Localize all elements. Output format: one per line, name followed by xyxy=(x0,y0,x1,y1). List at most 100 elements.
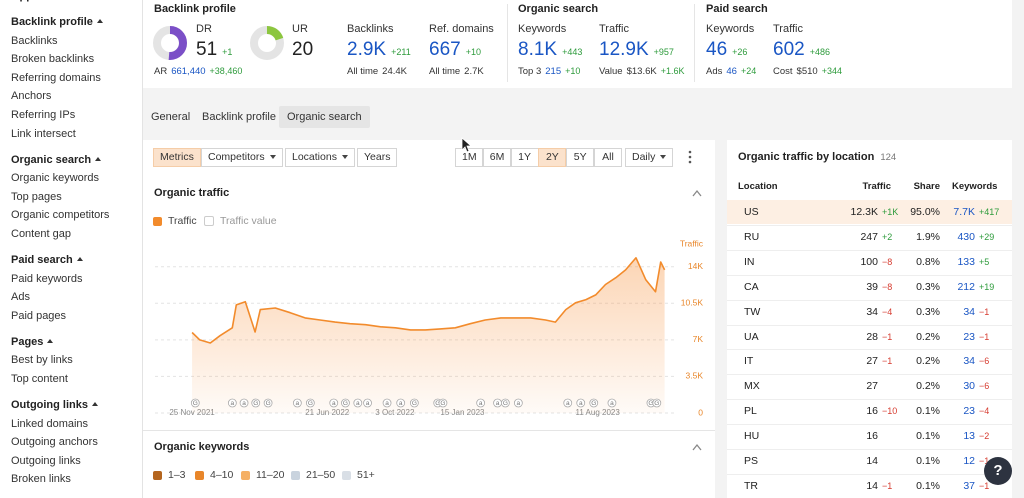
country[interactable]: MX xyxy=(744,380,760,393)
sidebar-link[interactable]: Organic keywords xyxy=(11,172,100,185)
sidebar-link[interactable]: Referring IPs xyxy=(11,109,76,121)
filter-button[interactable]: Years xyxy=(357,148,398,167)
filter-button[interactable]: Competitors xyxy=(201,148,283,167)
range-button[interactable]: 1Y xyxy=(510,148,539,167)
sidebar-link[interactable]: Outgoing anchors xyxy=(11,436,98,449)
checkbox[interactable]: 51+ xyxy=(342,469,375,481)
metric-change: +26 xyxy=(732,47,748,57)
sidebar-section[interactable]: Outgoing links xyxy=(11,399,98,411)
sidebar-link[interactable]: Top pages xyxy=(11,190,62,203)
range-button[interactable]: 2Y xyxy=(538,148,567,167)
annotation-marker xyxy=(353,398,363,408)
card-title: Organic keywords xyxy=(154,441,250,453)
keywords[interactable]: 212 xyxy=(957,280,975,293)
metric-change: +957 xyxy=(653,47,674,57)
tab[interactable]: General xyxy=(151,111,191,123)
sidebar-link[interactable]: Ads xyxy=(11,291,30,304)
checkbox[interactable]: Traffic xyxy=(153,215,197,227)
column-header[interactable]: Keywords xyxy=(952,181,998,192)
country[interactable]: RU xyxy=(744,230,760,243)
keywords[interactable]: 430 xyxy=(957,230,975,243)
checkbox[interactable]: 11–20 xyxy=(241,469,284,481)
checkbox[interactable]: 21–50 xyxy=(291,469,335,481)
keywords[interactable]: 133 xyxy=(957,255,975,268)
traffic: 28 xyxy=(866,330,878,343)
metric-sub: AR 661,440 +38,460 xyxy=(154,66,242,77)
country[interactable]: TW xyxy=(744,305,761,318)
sidebar-link[interactable]: Linked domains xyxy=(11,417,89,430)
range-button[interactable]: 5Y xyxy=(566,148,595,167)
sidebar-link[interactable]: Broken links xyxy=(11,473,71,486)
country[interactable]: PL xyxy=(744,405,757,418)
country[interactable]: CA xyxy=(744,280,759,293)
sidebar-section[interactable]: Organic search xyxy=(11,154,101,166)
sub-change: +38,460 xyxy=(209,66,243,76)
row-divider xyxy=(727,399,1012,401)
y-tick-label: 7K xyxy=(693,334,704,344)
sidebar-link[interactable]: Organic competitors xyxy=(11,209,110,222)
metric-value-row: 46 +26 xyxy=(706,39,747,61)
keywords[interactable]: 23 xyxy=(963,405,975,418)
keywords[interactable]: 12 xyxy=(963,455,975,467)
country[interactable]: US xyxy=(744,206,759,218)
sidebar-section[interactable]: Paid search xyxy=(11,254,83,266)
country[interactable]: IT xyxy=(744,355,754,368)
filter-button[interactable]: Locations xyxy=(285,148,355,167)
column-header[interactable]: Traffic xyxy=(862,181,891,192)
metric-label: DR xyxy=(196,23,212,35)
checkbox-label: 11–20 xyxy=(256,469,285,481)
collapse-icon[interactable] xyxy=(692,443,702,451)
filter-button[interactable]: Metrics xyxy=(153,148,201,167)
sidebar-link[interactable]: Link intersect xyxy=(11,127,76,140)
tab[interactable]: Organic search xyxy=(279,106,370,128)
share: 0.3% xyxy=(916,305,940,318)
interval-dropdown[interactable]: Daily xyxy=(625,148,674,167)
keywords[interactable]: 13 xyxy=(963,430,975,443)
keywords[interactable]: 30 xyxy=(963,380,975,393)
sidebar-link[interactable]: Content gap xyxy=(11,228,71,240)
more-menu[interactable] xyxy=(688,150,692,164)
metric-label: Keywords xyxy=(518,23,567,35)
keywords[interactable]: 7.7K xyxy=(953,206,975,218)
country[interactable]: PS xyxy=(744,455,759,467)
keywords[interactable]: 34 xyxy=(963,355,975,368)
checkbox[interactable]: 1–3 xyxy=(153,469,186,481)
sidebar-link[interactable]: Anchors xyxy=(11,90,52,103)
sidebar-link[interactable]: Broken backlinks xyxy=(11,53,95,66)
metric-label: Ref. domains xyxy=(429,23,494,35)
annotation-text: G xyxy=(343,400,348,407)
range-button[interactable]: 1M xyxy=(455,148,483,167)
sidebar-link[interactable]: Paid pages xyxy=(11,309,67,322)
keywords[interactable]: 37 xyxy=(963,479,975,492)
row-divider xyxy=(727,374,1012,376)
country[interactable]: IN xyxy=(744,255,755,268)
country[interactable]: UA xyxy=(744,330,759,343)
sub-label: Ads xyxy=(706,66,723,77)
sidebar-section[interactable]: Opportunities xyxy=(11,0,93,2)
collapse-icon[interactable] xyxy=(692,189,702,197)
range-button[interactable]: 6M xyxy=(482,148,511,167)
column-header[interactable]: Share xyxy=(913,181,940,192)
country[interactable]: HU xyxy=(744,430,760,443)
checkbox[interactable]: Traffic value xyxy=(204,215,277,227)
column-header[interactable]: Location xyxy=(738,181,778,192)
sidebar-link[interactable]: Best by links xyxy=(11,354,73,367)
keywords[interactable]: 23 xyxy=(963,330,975,343)
sidebar-link[interactable]: Top content xyxy=(11,373,68,385)
sidebar-link[interactable]: Referring domains xyxy=(11,71,101,84)
keywords[interactable]: 34 xyxy=(963,305,975,318)
annotation-text: a xyxy=(242,400,246,407)
sidebar-link[interactable]: Backlinks xyxy=(11,34,58,47)
row-divider xyxy=(727,424,1012,426)
annotation-marker xyxy=(500,398,510,408)
country[interactable]: TR xyxy=(744,479,758,492)
sidebar-section[interactable]: Backlink profile xyxy=(11,16,103,28)
tab[interactable]: Backlink profile xyxy=(202,111,276,123)
checkbox[interactable]: 4–10 xyxy=(195,469,233,481)
help-button[interactable]: ? xyxy=(984,457,1012,485)
range-button[interactable]: All xyxy=(594,148,622,167)
sidebar-link[interactable]: Outgoing links xyxy=(11,454,81,467)
sidebar-section[interactable]: Pages xyxy=(11,336,53,348)
sidebar-link[interactable]: Paid keywords xyxy=(11,272,83,285)
annotation-marker xyxy=(239,398,249,408)
